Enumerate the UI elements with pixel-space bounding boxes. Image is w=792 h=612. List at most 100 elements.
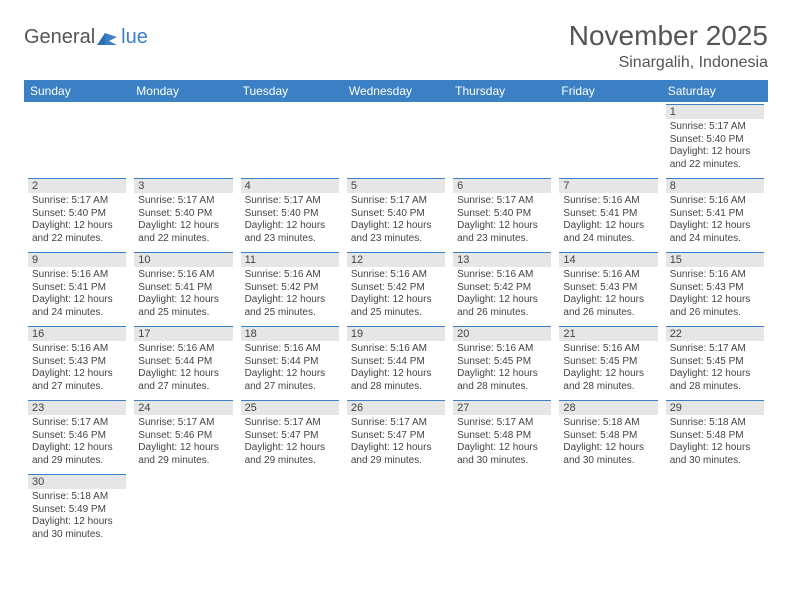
detail-line: and 25 minutes. (138, 307, 228, 320)
detail-line: and 23 minutes. (245, 233, 335, 246)
calendar-cell: 28Sunrise: 5:18 AMSunset: 5:48 PMDayligh… (555, 398, 661, 472)
calendar-cell: 24Sunrise: 5:17 AMSunset: 5:46 PMDayligh… (130, 398, 236, 472)
detail-line: and 27 minutes. (32, 381, 122, 394)
detail-line: Sunrise: 5:18 AM (32, 491, 122, 504)
calendar-row: 9 Sunrise: 5:16 AMSunset: 5:41 PMDaylight… (24, 250, 768, 324)
calendar-cell (130, 472, 236, 546)
detail-line: Daylight: 12 hours (670, 442, 760, 455)
day-number: 9 (28, 252, 126, 267)
calendar-cell: 8Sunrise: 5:16 AMSunset: 5:41 PMDaylight… (662, 176, 768, 250)
detail-line: Sunset: 5:44 PM (351, 356, 441, 369)
detail-line: Sunrise: 5:16 AM (351, 269, 441, 282)
day-details: Sunrise: 5:16 AMSunset: 5:43 PMDaylight:… (28, 343, 126, 393)
detail-line: Sunrise: 5:18 AM (670, 417, 760, 430)
detail-line: Sunset: 5:48 PM (457, 430, 547, 443)
detail-line: Sunrise: 5:16 AM (245, 343, 335, 356)
detail-line: and 24 minutes. (563, 233, 653, 246)
detail-line: Sunset: 5:46 PM (32, 430, 122, 443)
detail-line: Daylight: 12 hours (351, 294, 441, 307)
detail-line: Sunset: 5:41 PM (563, 208, 653, 221)
calendar-cell: 14Sunrise: 5:16 AMSunset: 5:43 PMDayligh… (555, 250, 661, 324)
detail-line: Daylight: 12 hours (32, 220, 122, 233)
detail-line: Daylight: 12 hours (245, 294, 335, 307)
calendar-cell: 20 Sunrise: 5:16 AMSunset: 5:45 PMDayligh… (449, 324, 555, 398)
calendar-row: 2Sunrise: 5:17 AMSunset: 5:40 PMDaylight… (24, 176, 768, 250)
detail-line: Sunset: 5:42 PM (351, 282, 441, 295)
day-number: 13 (453, 252, 551, 267)
detail-line: Sunset: 5:45 PM (563, 356, 653, 369)
day-number: 19 (347, 326, 445, 341)
calendar-cell (24, 102, 130, 176)
detail-line: and 27 minutes. (245, 381, 335, 394)
detail-line: Daylight: 12 hours (245, 368, 335, 381)
day-details: Sunrise: 5:17 AMSunset: 5:45 PMDaylight:… (666, 343, 764, 393)
detail-line: and 30 minutes. (32, 529, 122, 542)
detail-line: Sunset: 5:44 PM (138, 356, 228, 369)
detail-line: Daylight: 12 hours (245, 220, 335, 233)
day-details: Sunrise: 5:16 AMSunset: 5:45 PMDaylight:… (559, 343, 657, 393)
detail-line: Sunrise: 5:16 AM (563, 195, 653, 208)
day-details: Sunrise: 5:16 AMSunset: 5:41 PMDaylight:… (28, 269, 126, 319)
detail-line: Sunrise: 5:17 AM (138, 195, 228, 208)
day-details: Sunrise: 5:16 AMSunset: 5:45 PMDaylight:… (453, 343, 551, 393)
detail-line: and 26 minutes. (670, 307, 760, 320)
calendar-cell: 5Sunrise: 5:17 AMSunset: 5:40 PMDaylight… (343, 176, 449, 250)
detail-line: and 29 minutes. (138, 455, 228, 468)
detail-line: Daylight: 12 hours (670, 368, 760, 381)
day-details: Sunrise: 5:16 AMSunset: 5:41 PMDaylight:… (666, 195, 764, 245)
calendar-cell (237, 472, 343, 546)
day-details: Sunrise: 5:16 AMSunset: 5:41 PMDaylight:… (134, 269, 232, 319)
detail-line: Sunrise: 5:16 AM (457, 343, 547, 356)
detail-line: Sunrise: 5:16 AM (457, 269, 547, 282)
weekday-header: Wednesday (343, 80, 449, 102)
day-number: 18 (241, 326, 339, 341)
day-details: Sunrise: 5:17 AMSunset: 5:40 PMDaylight:… (241, 195, 339, 245)
detail-line: and 28 minutes. (670, 381, 760, 394)
calendar-cell: 12Sunrise: 5:16 AMSunset: 5:42 PMDayligh… (343, 250, 449, 324)
detail-line: Daylight: 12 hours (32, 516, 122, 529)
day-number: 10 (134, 252, 232, 267)
detail-line: Daylight: 12 hours (457, 220, 547, 233)
day-details: Sunrise: 5:17 AMSunset: 5:48 PMDaylight:… (453, 417, 551, 467)
detail-line: Sunset: 5:44 PM (245, 356, 335, 369)
day-number: 20 (453, 326, 551, 341)
detail-line: Sunrise: 5:16 AM (245, 269, 335, 282)
detail-line: Sunset: 5:48 PM (563, 430, 653, 443)
calendar-table: SundayMondayTuesdayWednesdayThursdayFrid… (24, 80, 768, 546)
day-number: 14 (559, 252, 657, 267)
day-number: 7 (559, 178, 657, 193)
detail-line: Sunset: 5:49 PM (32, 504, 122, 517)
detail-line: Sunrise: 5:17 AM (245, 195, 335, 208)
detail-line: Daylight: 12 hours (670, 220, 760, 233)
weekday-header: Saturday (662, 80, 768, 102)
detail-line: Sunset: 5:43 PM (563, 282, 653, 295)
weekday-header: Sunday (24, 80, 130, 102)
day-number: 5 (347, 178, 445, 193)
calendar-cell: 16Sunrise: 5:16 AMSunset: 5:43 PMDayligh… (24, 324, 130, 398)
calendar-cell: 11Sunrise: 5:16 AMSunset: 5:42 PMDayligh… (237, 250, 343, 324)
calendar-cell (130, 102, 236, 176)
calendar-cell: 17Sunrise: 5:16 AMSunset: 5:44 PMDayligh… (130, 324, 236, 398)
calendar-cell: 4Sunrise: 5:17 AMSunset: 5:40 PMDaylight… (237, 176, 343, 250)
detail-line: Daylight: 12 hours (351, 442, 441, 455)
calendar-cell: 27 Sunrise: 5:17 AMSunset: 5:48 PMDayligh… (449, 398, 555, 472)
day-details: Sunrise: 5:17 AMSunset: 5:46 PMDaylight:… (134, 417, 232, 467)
calendar-cell: 13Sunrise: 5:16 AMSunset: 5:42 PMDayligh… (449, 250, 555, 324)
calendar-cell: 3Sunrise: 5:17 AMSunset: 5:40 PMDaylight… (130, 176, 236, 250)
calendar-cell: 15Sunrise: 5:16 AMSunset: 5:43 PMDayligh… (662, 250, 768, 324)
calendar-row: 1Sunrise: 5:17 AMSunset: 5:40 PMDaylight… (24, 102, 768, 176)
detail-line: and 22 minutes. (670, 159, 760, 172)
detail-line: and 28 minutes. (351, 381, 441, 394)
detail-line: and 26 minutes. (563, 307, 653, 320)
day-details: Sunrise: 5:17 AMSunset: 5:40 PMDaylight:… (666, 121, 764, 171)
day-number: 27 (453, 400, 551, 415)
day-details: Sunrise: 5:17 AMSunset: 5:40 PMDaylight:… (453, 195, 551, 245)
logo: General lue (24, 26, 148, 49)
detail-line: and 28 minutes. (563, 381, 653, 394)
calendar-cell (343, 102, 449, 176)
calendar-cell: 29Sunrise: 5:18 AMSunset: 5:48 PMDayligh… (662, 398, 768, 472)
detail-line: Sunset: 5:40 PM (245, 208, 335, 221)
detail-line: Sunset: 5:41 PM (670, 208, 760, 221)
detail-line: Daylight: 12 hours (245, 442, 335, 455)
day-number: 29 (666, 400, 764, 415)
